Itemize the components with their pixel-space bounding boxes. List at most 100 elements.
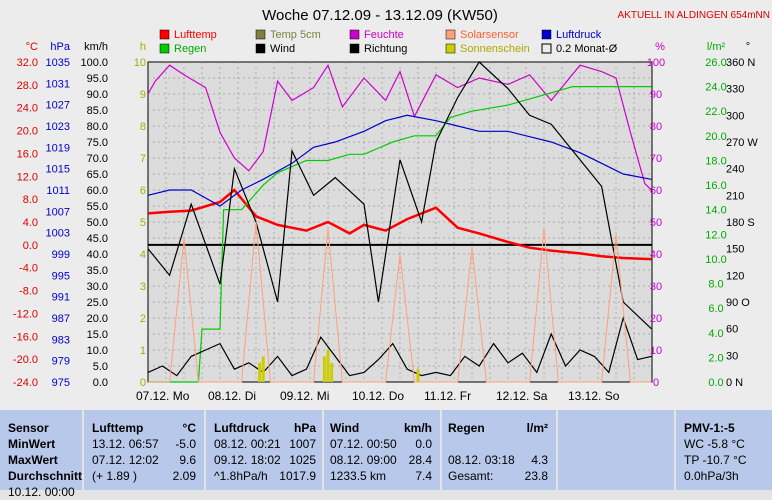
wind-avg-value: 7.4	[415, 469, 432, 483]
right-axis-tick: 0 N	[726, 377, 743, 389]
left-axis-tick: 1003	[46, 228, 70, 240]
left-axis-tick: 1019	[46, 142, 70, 154]
pmv-header: PMV-1:-5	[684, 421, 735, 435]
legend-swatch	[159, 43, 170, 54]
left-axis-tick: 32.0	[17, 57, 38, 69]
left-axis-tick: 15.0	[87, 329, 108, 341]
right-axis-tick: 40	[650, 249, 662, 261]
sensor-header: Sensor	[8, 421, 49, 435]
right-axis-tick: 18.0	[705, 155, 726, 167]
left-axis-tick: 1035	[46, 57, 70, 69]
left-axis-tick: 6	[140, 185, 146, 197]
left-axis-tick: 8.0	[23, 194, 38, 206]
regen-header: Regen	[448, 421, 485, 435]
left-axis-tick: 35.0	[87, 265, 108, 277]
left-axis-tick: 1027	[46, 100, 70, 112]
left-axis-tick: 1	[140, 345, 146, 357]
left-axis-tick: 100.0	[80, 57, 108, 69]
series-line-wind	[147, 315, 652, 377]
legend-label: Luftdruck	[556, 29, 602, 41]
left-axis-tick: 25.0	[87, 297, 108, 309]
left-axis-tick: 0.0	[23, 240, 38, 252]
left-axis-tick: 1015	[46, 164, 70, 176]
left-axis-tick: 12.0	[17, 171, 38, 183]
table-col-lufttemp: Lufttemp °C 13.12. 06:57 -5.0 07.12. 12:02…	[84, 410, 206, 490]
left-axis-tick: 1023	[46, 121, 70, 133]
left-axis-tick: 55.0	[87, 201, 108, 213]
left-axis-tick: 20.0	[87, 313, 108, 325]
right-axis-tick: 180 S	[726, 217, 755, 229]
left-axis-tick: 40.0	[87, 249, 108, 261]
left-axis-tick: 10.0	[87, 345, 108, 357]
right-axis-tick: 8.0	[708, 279, 723, 291]
table-col-luftdruck: Luftdruck hPa 08.12. 00:21 1007 09.12. 18:…	[206, 410, 324, 490]
series-line-solarsensor	[148, 221, 652, 383]
right-axis-tick: 50	[650, 217, 662, 229]
left-axis-tick: 1007	[46, 206, 70, 218]
right-axis-unit: l/m²	[707, 41, 726, 53]
left-axis-tick: 991	[52, 292, 70, 304]
lufttemp-min-time: 13.12. 06:57	[92, 437, 159, 451]
legend-swatch	[445, 43, 456, 54]
luftdruck-unit: hPa	[293, 421, 316, 435]
sunshine-bar	[261, 356, 265, 382]
wind-distance: 1233.5 km	[330, 469, 387, 483]
chart-title: Woche 07.12.09 - 13.12.09 (KW50)	[262, 7, 498, 24]
legend-swatch	[349, 29, 360, 40]
left-axis-tick: 45.0	[87, 233, 108, 245]
legend-label: Solarsensor	[460, 29, 519, 41]
legend-label: Lufttemp	[174, 29, 217, 41]
left-axis-tick: 95.0	[87, 73, 108, 85]
pressure-trend-value: 0.0hPa/3h	[684, 469, 739, 483]
legend-label: Sonnenschein	[460, 43, 530, 55]
left-axis-tick: 3	[140, 281, 146, 293]
left-axis-tick: 24.0	[17, 103, 38, 115]
right-axis-tick: 90	[650, 89, 662, 101]
left-axis-tick: -4.0	[19, 263, 38, 275]
right-axis-tick: 150	[726, 244, 744, 256]
left-axis-tick: 987	[52, 313, 70, 325]
right-axis-tick: 0.0	[708, 377, 723, 389]
left-axis-tick: 7	[140, 153, 146, 165]
luftdruck-avg-value: 1017.9	[279, 469, 316, 483]
table-col-wind: Wind km/h 07.12. 00:50 0.0 08.12. 09:00 28.…	[324, 410, 442, 490]
right-axis-tick: 60	[650, 185, 662, 197]
table-col-sensor: Sensor MinWert MaxWert Durchschnitt 10.1…	[0, 410, 84, 499]
x-tick-label: 13.12. So	[568, 389, 620, 403]
right-axis-tick: 70	[650, 153, 662, 165]
series-line-richtung	[147, 61, 652, 330]
left-axis-tick: 10	[134, 57, 146, 69]
left-axis-tick: 979	[52, 356, 70, 368]
luftdruck-min-value: 1007	[289, 437, 316, 451]
legend-swatch	[255, 43, 266, 54]
wind-unit: km/h	[403, 421, 432, 435]
wind-max-time: 08.12. 09:00	[330, 453, 397, 467]
legend-swatch	[255, 29, 266, 40]
right-axis-tick: 12.0	[705, 229, 726, 241]
left-axis-tick: 20.0	[17, 126, 38, 138]
lufttemp-min-value: -5.0	[175, 437, 196, 451]
left-axis-unit: °C	[26, 41, 38, 53]
left-axis-tick: 85.0	[87, 105, 108, 117]
x-tick-label: 12.12. Sa	[496, 389, 548, 403]
right-axis-tick: 20	[650, 313, 662, 325]
luftdruck-max-time: 09.12. 18:02	[214, 453, 281, 467]
dewpoint-value: TP -10.7 °C	[684, 453, 747, 467]
left-axis-tick: 9	[140, 89, 146, 101]
right-axis-tick: 4.0	[708, 328, 723, 340]
left-axis-tick: 975	[52, 377, 70, 389]
right-axis-tick: 120	[726, 270, 744, 282]
lufttemp-max-value: 9.6	[179, 453, 196, 467]
left-axis-tick: 0	[140, 377, 146, 389]
sunshine-bar	[322, 356, 326, 382]
right-axis-tick: 26.0	[705, 57, 726, 69]
left-axis-tick: 5.0	[93, 361, 108, 373]
regen-total-label: Gesamt:	[448, 469, 494, 483]
location-note: AKTUELL IN ALDINGEN 654mNN	[618, 10, 770, 21]
left-axis-tick: 1011	[46, 185, 70, 197]
legend-swatch	[541, 29, 552, 40]
sensor-extra-label: 10.12. 00:00	[8, 485, 75, 499]
right-axis-tick: 60	[726, 324, 738, 336]
left-axis-tick: 4	[140, 249, 146, 261]
regen-max-value: 4.3	[531, 453, 548, 467]
